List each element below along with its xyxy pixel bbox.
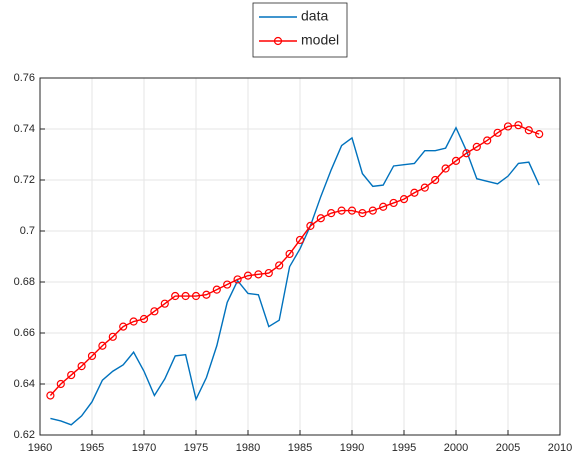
- marker: [243, 271, 253, 280]
- y-tick-label: 0.68: [14, 276, 35, 288]
- marker: [347, 206, 357, 215]
- marker: [535, 130, 544, 139]
- marker: [514, 121, 523, 130]
- x-tick-label: 1970: [132, 442, 156, 454]
- x-tick-label: 2005: [496, 442, 520, 454]
- legend-box: [252, 2, 348, 58]
- marker: [503, 122, 513, 131]
- marker: [77, 362, 86, 371]
- y-tick-label: 0.72: [14, 174, 35, 186]
- marker: [420, 183, 429, 192]
- marker: [399, 195, 409, 204]
- marker: [431, 175, 440, 185]
- marker: [171, 291, 180, 301]
- marker: [191, 291, 201, 301]
- marker: [129, 317, 138, 326]
- marker: [223, 280, 232, 289]
- marker: [368, 206, 377, 215]
- x-tick-label: 1995: [392, 442, 416, 454]
- y-tick-label: 0.64: [14, 378, 35, 390]
- marker: [483, 136, 492, 145]
- x-tick-label: 2000: [444, 442, 468, 454]
- marker: [379, 202, 388, 211]
- marker: [295, 235, 305, 245]
- y-tick-label: 0.7: [20, 225, 35, 237]
- x-tick-label: 1960: [28, 442, 52, 454]
- marker: [451, 156, 461, 165]
- marker: [316, 214, 325, 223]
- y-tick-label: 0.74: [14, 123, 35, 135]
- legend-label: model: [301, 32, 339, 48]
- marker: [493, 128, 502, 137]
- marker: [358, 209, 367, 218]
- marker: [472, 142, 481, 151]
- marker: [327, 209, 336, 218]
- marker: [212, 285, 221, 294]
- marker: [264, 268, 273, 278]
- marker: [160, 299, 169, 308]
- y-tick-label: 0.76: [14, 72, 35, 84]
- marker: [254, 270, 263, 279]
- marker: [306, 221, 315, 230]
- marker: [181, 291, 190, 301]
- marker: [233, 275, 242, 284]
- legend-marker: [273, 36, 283, 46]
- marker: [389, 198, 398, 208]
- x-tick-label: 1975: [184, 442, 208, 454]
- marker: [87, 351, 97, 361]
- marker: [285, 249, 294, 259]
- x-tick-label: 1990: [340, 442, 364, 454]
- marker: [150, 307, 159, 316]
- legend-label: data: [301, 8, 328, 24]
- marker: [441, 164, 450, 173]
- marker: [67, 370, 76, 380]
- marker: [119, 322, 128, 331]
- x-tick-label: 1965: [80, 442, 104, 454]
- marker: [524, 126, 533, 135]
- marker: [108, 332, 117, 341]
- axes-box: [39, 77, 561, 436]
- marker: [46, 391, 55, 400]
- marker: [337, 206, 346, 215]
- marker: [410, 188, 419, 197]
- y-tick-label: 0.66: [14, 327, 35, 339]
- marker: [98, 341, 107, 350]
- x-tick-label: 1985: [288, 442, 312, 454]
- marker: [462, 149, 471, 158]
- marker: [202, 290, 211, 299]
- x-tick-label: 2010: [548, 442, 572, 454]
- x-tick-label: 1980: [236, 442, 260, 454]
- marker: [56, 379, 65, 389]
- series-line: [49, 124, 540, 396]
- marker: [139, 314, 149, 324]
- marker: [275, 261, 284, 270]
- y-tick-label: 0.62: [14, 429, 35, 441]
- series-line: [50, 126, 540, 426]
